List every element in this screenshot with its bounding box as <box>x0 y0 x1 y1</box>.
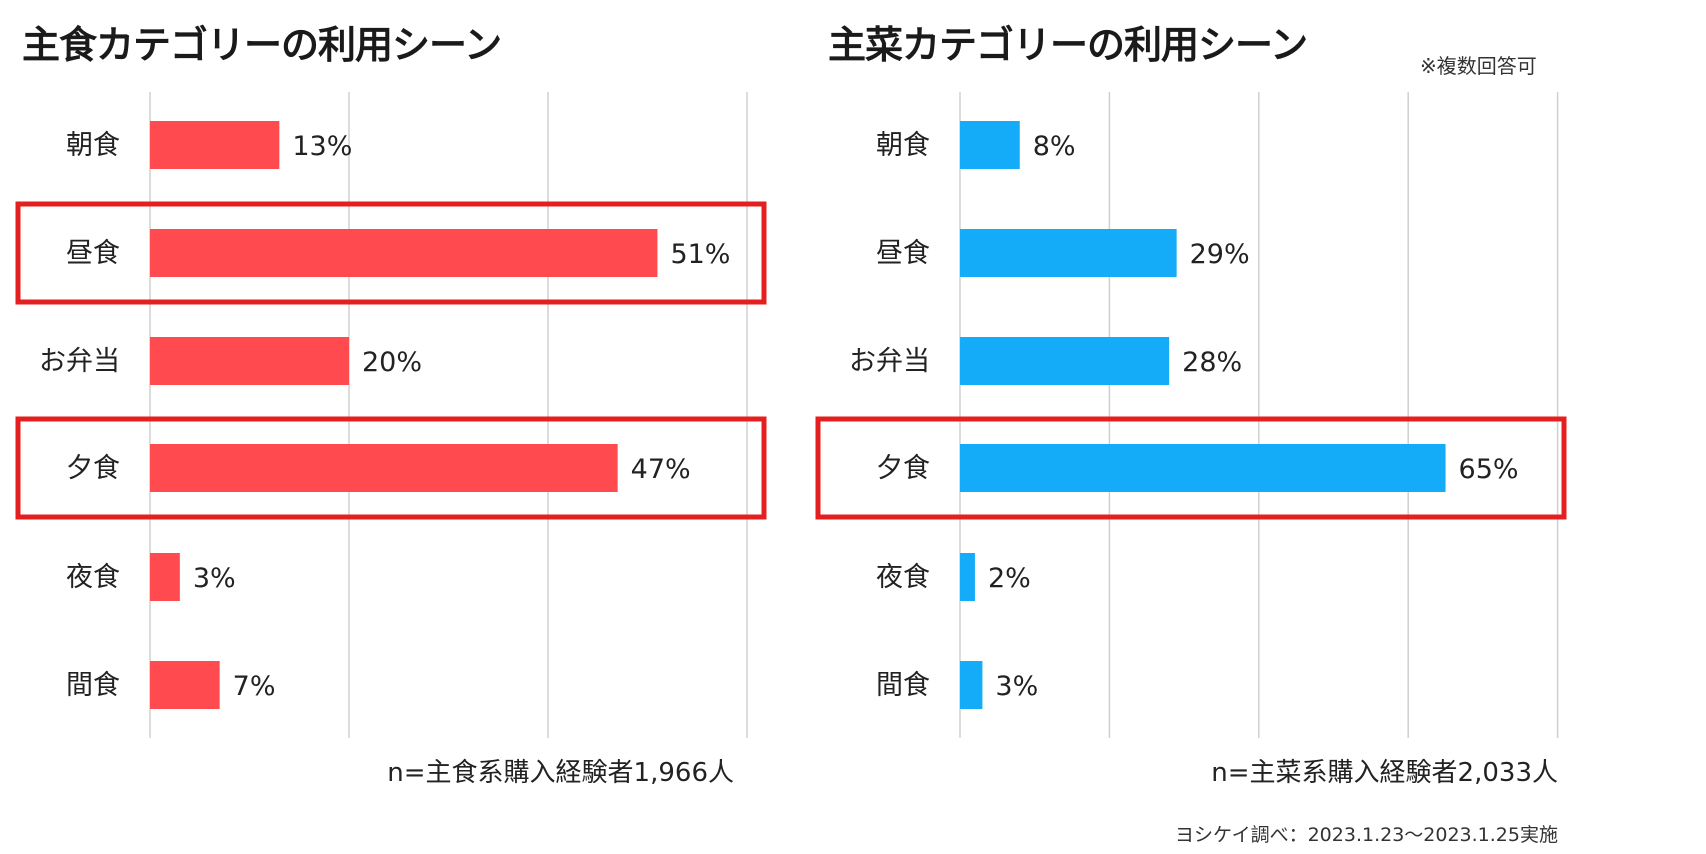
right-chart-title: 主菜カテゴリーの利用シーン <box>828 23 1308 67</box>
right-highlight-box <box>815 416 1567 520</box>
left-highlight-box <box>15 201 767 305</box>
left-bar <box>150 661 220 709</box>
right-bar <box>960 661 983 709</box>
left-category-label: 間食 <box>66 670 120 701</box>
right-bar <box>960 229 1177 277</box>
left-highlight-box <box>15 416 767 520</box>
left-bar <box>150 553 180 601</box>
right-category-label: 朝食 <box>876 130 930 161</box>
right-value-label: 8% <box>1033 131 1076 162</box>
right-value-label: 2% <box>988 563 1031 594</box>
right-category-label: 間食 <box>876 670 930 701</box>
right-bar <box>960 337 1170 385</box>
right-category-label: 夕食 <box>876 453 930 484</box>
left-chart-title: 主食カテゴリーの利用シーン <box>22 23 502 67</box>
left-category-label: 夕食 <box>66 453 120 484</box>
right-category-label: 昼食 <box>876 238 930 269</box>
right-value-label: 65% <box>1459 454 1519 485</box>
left-bar <box>150 121 280 169</box>
right-bar <box>960 553 975 601</box>
left-value-label: 20% <box>362 347 422 378</box>
multiple-answer-note: ※複数回答可 <box>1420 54 1537 78</box>
left-value-label: 7% <box>233 671 276 702</box>
left-value-label: 51% <box>670 239 730 270</box>
left-category-label: 昼食 <box>66 238 120 269</box>
right-value-label: 29% <box>1190 239 1250 270</box>
left-category-label: 朝食 <box>66 130 120 161</box>
left-value-label: 13% <box>292 131 352 162</box>
right-category-label: 夜食 <box>876 562 930 593</box>
right-value-label: 28% <box>1182 347 1242 378</box>
right-bar <box>960 121 1020 169</box>
right-sample-note: n=主菜系購入経験者2,033人 <box>1211 758 1558 788</box>
left-value-label: 47% <box>631 454 691 485</box>
left-sample-note: n=主食系購入経験者1,966人 <box>387 758 734 788</box>
right-bar <box>960 444 1446 492</box>
left-value-label: 3% <box>193 563 236 594</box>
left-category-label: 夜食 <box>66 562 120 593</box>
right-value-label: 3% <box>995 671 1038 702</box>
left-bar <box>150 337 349 385</box>
right-chart: 朝食 8% 昼食 29% お弁当 28% 夕食 65% 夜食 2% 間食 3% <box>815 92 1567 738</box>
left-category-label: お弁当 <box>39 346 120 377</box>
left-chart: 朝食 13% 昼食 51% お弁当 20% 夕食 47% 夜食 3% 間食 7% <box>15 92 767 738</box>
survey-credit: ヨシケイ調べ：2023.1.23〜2023.1.25実施 <box>1174 824 1558 846</box>
left-bar <box>150 229 658 277</box>
left-bar <box>150 444 618 492</box>
right-category-label: お弁当 <box>849 346 930 377</box>
